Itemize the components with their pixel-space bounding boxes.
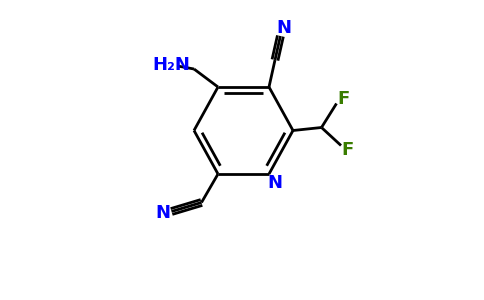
Text: N: N bbox=[276, 19, 291, 37]
Text: N: N bbox=[267, 174, 282, 192]
Text: F: F bbox=[342, 141, 354, 159]
Text: N: N bbox=[155, 204, 170, 222]
Text: F: F bbox=[337, 90, 349, 108]
Text: H₂N: H₂N bbox=[152, 56, 190, 74]
